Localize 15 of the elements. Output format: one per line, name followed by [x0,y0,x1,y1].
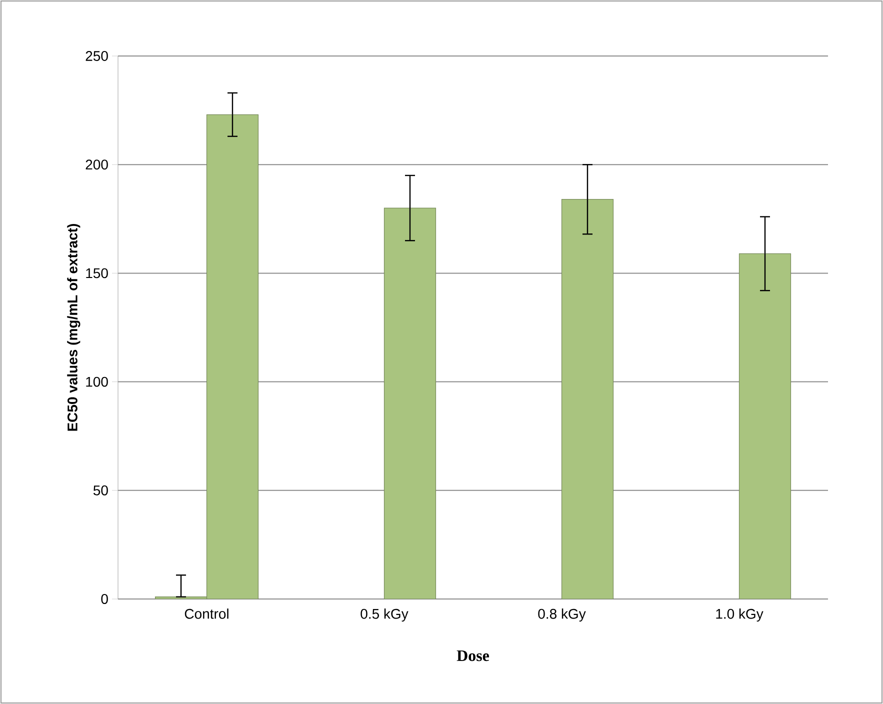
x-tick-label: 0.5 kGy [360,608,408,622]
bar [561,199,614,599]
y-tick-label: 200 [86,160,108,170]
y-tick-label: 100 [86,376,108,387]
y-tick-label: 150 [86,268,108,278]
x-tick-label: Control [184,608,228,619]
y-tick-label: 250 [86,51,108,61]
bar [384,208,436,599]
x-tick-label: 0.8 kGy [538,608,586,622]
y-tick-label: 50 [93,485,108,496]
y-tick-label: 0 [101,594,108,604]
y-axis-title: EC50 values (mg/mL of extract) [67,224,80,431]
bar [738,253,792,599]
x-axis-title: Dose [456,650,490,662]
x-tick-label: 1.0 kGy [716,608,764,622]
